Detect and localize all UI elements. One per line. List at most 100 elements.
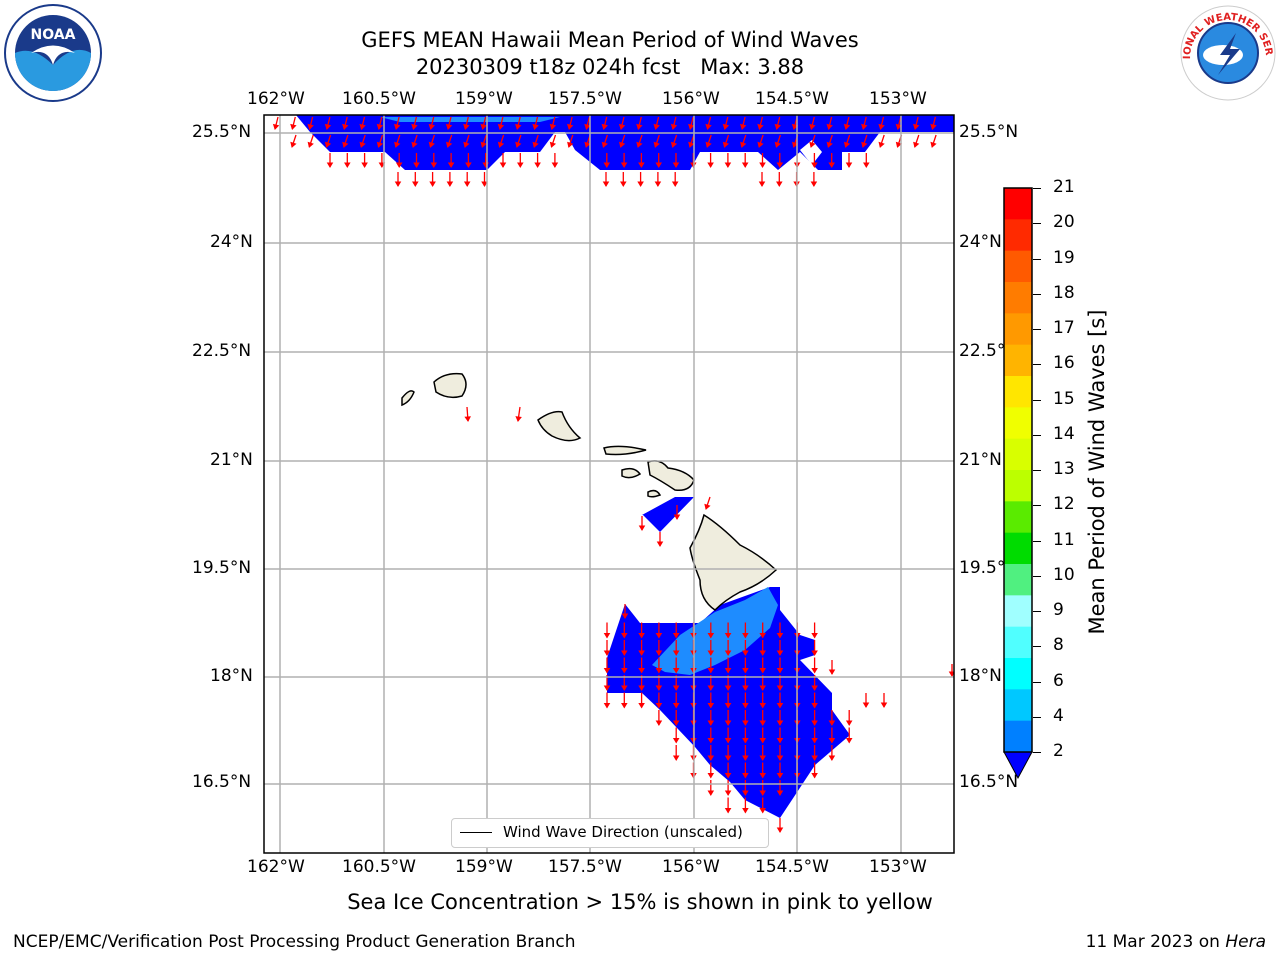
- lat-tick-right: 25.5°N: [959, 122, 1019, 142]
- wave-direction-arrow: [724, 692, 732, 709]
- island-maui: [647, 460, 695, 492]
- wave-direction-arrow: [621, 657, 628, 674]
- wave-direction-arrow: [672, 745, 680, 761]
- wave-direction-arrow: [759, 710, 766, 726]
- wave-direction-arrow: [290, 116, 297, 130]
- wave-direction-arrow: [843, 116, 851, 130]
- wave-region-north: [296, 115, 954, 170]
- wave-direction-arrow: [413, 153, 420, 168]
- wave-direction-arrow: [811, 153, 818, 168]
- colorbar-band: [1004, 501, 1032, 534]
- colorbar: [1003, 187, 1033, 780]
- wave-direction-arrow: [724, 640, 732, 656]
- island-lanai: [621, 467, 642, 479]
- wave-direction-arrow: [707, 657, 715, 674]
- wave-direction-arrow: [342, 116, 349, 130]
- wave-direction-arrow: [878, 134, 885, 148]
- wave-direction-arrow: [811, 657, 818, 674]
- lon-tick-bottom: 160.5°W: [342, 857, 416, 877]
- sea-ice-note: Sea Ice Concentration > 15% is shown in …: [347, 890, 933, 914]
- colorbar-tick-mark: [1033, 505, 1041, 507]
- wave-direction-arrow: [551, 153, 559, 168]
- lon-tick-top: 160.5°W: [342, 89, 416, 109]
- wave-direction-arrow: [636, 134, 643, 148]
- wave-direction-arrow: [828, 660, 836, 675]
- wave-direction-arrow: [620, 153, 628, 168]
- wave-region-south-mid: [652, 587, 778, 675]
- wave-direction-arrow: [290, 134, 297, 148]
- wave-direction-arrow: [430, 153, 438, 168]
- wave-direction-arrow: [655, 692, 663, 709]
- colorbar-band: [1004, 313, 1032, 346]
- wave-direction-arrow: [707, 153, 714, 168]
- lat-tick-left: 21°N: [210, 450, 253, 470]
- chart-subtitle: 20230309 t18z 024h fcst Max: 3.88: [415, 55, 805, 79]
- wave-direction-arrow: [656, 532, 664, 547]
- wave-direction-arrow: [688, 134, 695, 148]
- colorbar-tick-mark: [1033, 329, 1041, 330]
- wave-direction-arrow: [758, 172, 766, 187]
- wave-direction-arrow: [759, 727, 766, 744]
- wave-direction-arrow: [759, 780, 766, 796]
- colorbar-tick-label: 21: [1053, 177, 1075, 197]
- wave-direction-arrow: [655, 640, 663, 656]
- wave-direction-arrow: [638, 640, 645, 656]
- wave-direction-arrow: [463, 116, 470, 130]
- wave-direction-arrow: [880, 693, 888, 708]
- wave-direction-arrow: [326, 153, 334, 168]
- lon-tick-top: 159°W: [455, 89, 513, 109]
- wave-direction-arrow: [707, 622, 715, 639]
- colorbar-band: [1004, 219, 1032, 252]
- wave-direction-arrow: [515, 406, 522, 422]
- colorbar-band: [1004, 438, 1032, 471]
- wave-direction-arrow: [774, 134, 782, 148]
- colorbar-tick-label: 17: [1053, 318, 1075, 338]
- wave-direction-arrow: [603, 692, 611, 709]
- wave-direction-arrow: [913, 116, 920, 130]
- wave-direction-arrow: [532, 116, 539, 130]
- footer-date: 11 Mar 2023 on: [1085, 932, 1226, 952]
- wave-direction-arrow: [811, 762, 818, 779]
- colorbar-tick-mark: [1033, 258, 1041, 260]
- lon-tick-bottom: 159°W: [455, 857, 513, 877]
- wave-direction-arrow: [740, 134, 747, 148]
- wave-direction-arrow: [638, 516, 646, 531]
- colorbar-band: [1004, 689, 1032, 722]
- wave-region-channel: [642, 497, 694, 532]
- wave-direction-arrow: [861, 116, 868, 130]
- wave-direction-arrow: [742, 797, 749, 814]
- wave-direction-arrow: [672, 153, 680, 168]
- wave-direction-arrow: [724, 710, 732, 726]
- wave-direction-arrow: [603, 622, 611, 639]
- wave-direction-arrow: [463, 134, 470, 148]
- wave-direction-arrow: [740, 116, 747, 130]
- wave-direction-arrow: [843, 134, 851, 148]
- wave-direction-arrow: [811, 727, 818, 744]
- wave-direction-arrow: [655, 657, 663, 674]
- lat-tick-left: 18°N: [210, 666, 253, 686]
- wave-direction-arrow: [428, 134, 436, 148]
- colorbar-tick-mark: [1033, 716, 1041, 718]
- wave-direction-arrow: [705, 116, 712, 130]
- wave-direction-arrow: [724, 745, 732, 761]
- wave-direction-arrow: [742, 622, 749, 639]
- colorbar-tick-label: 18: [1053, 282, 1075, 303]
- wave-direction-arrow: [742, 780, 749, 796]
- wave-direction-arrow: [637, 172, 644, 187]
- wave-direction-arrow: [811, 692, 818, 709]
- wave-direction-arrow: [724, 727, 732, 744]
- lat-tick-right: 21°N: [959, 450, 1002, 470]
- colorbar-tick-label: 20: [1053, 212, 1075, 233]
- wave-direction-arrow: [411, 134, 418, 148]
- colorbar-band: [1004, 532, 1032, 565]
- colorbar-band: [1004, 470, 1032, 502]
- wave-direction-arrow: [621, 604, 629, 619]
- wind-wave-arrows: [272, 116, 954, 833]
- lat-tick-left: 24°N: [210, 232, 253, 252]
- wave-direction-arrow: [707, 727, 715, 744]
- wave-direction-arrow: [549, 116, 557, 130]
- wave-direction-arrow: [446, 172, 454, 187]
- colorbar-tick-label: 11: [1053, 529, 1075, 550]
- wave-direction-arrow: [411, 116, 418, 130]
- wave-direction-arrow: [429, 172, 436, 187]
